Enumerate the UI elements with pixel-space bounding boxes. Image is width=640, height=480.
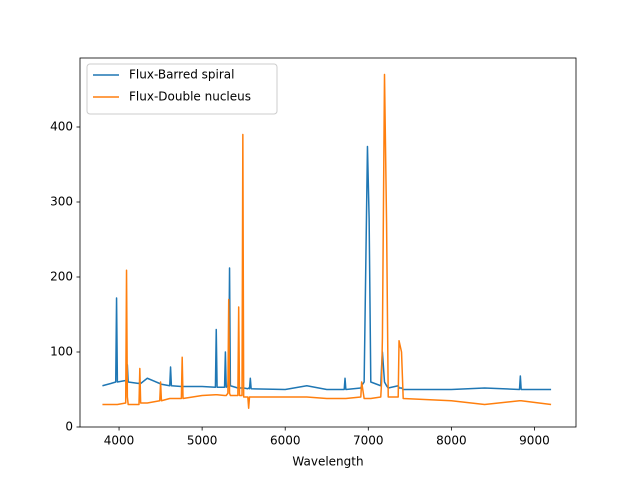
y-tick-label: 300 <box>50 195 73 209</box>
axes-frame <box>79 57 577 428</box>
x-tick-label: 9000 <box>519 434 550 448</box>
plot-area <box>102 73 552 409</box>
series-line <box>102 73 552 409</box>
y-tick-label: 200 <box>50 270 73 284</box>
y-tick-label: 100 <box>50 345 73 359</box>
x-tick-label: 5000 <box>187 434 218 448</box>
x-tick-label: 4000 <box>104 434 135 448</box>
legend-label: Flux-Barred spiral <box>129 68 234 82</box>
x-axis-label: Wavelength <box>292 455 363 469</box>
x-tick-label: 6000 <box>270 434 301 448</box>
y-tick-label: 400 <box>50 120 73 134</box>
legend-label: Flux-Double nucleus <box>129 90 251 104</box>
x-tick-label: 7000 <box>353 434 384 448</box>
series-line <box>102 145 552 391</box>
x-tick-label: 8000 <box>436 434 467 448</box>
legend-box <box>86 63 278 115</box>
y-tick-label: 0 <box>65 420 73 434</box>
